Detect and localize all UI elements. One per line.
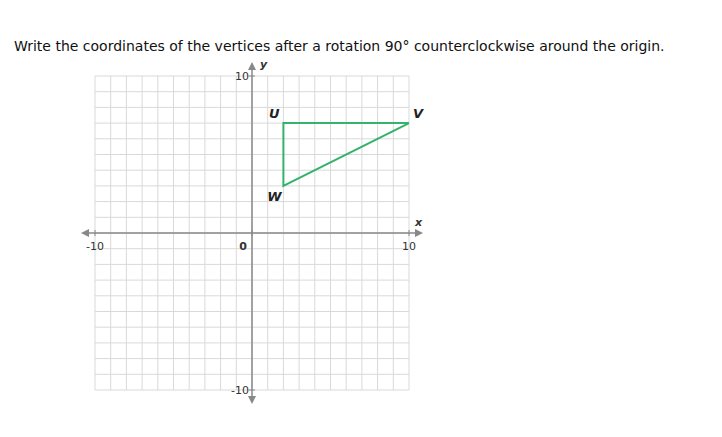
y-axis-label: y	[260, 58, 268, 71]
x-tick-label: 0	[239, 240, 247, 253]
vertex-label: W	[267, 189, 282, 204]
y-tick-label: -10	[231, 384, 249, 397]
grid-line	[95, 390, 409, 391]
y-tick-label: 10	[235, 70, 249, 83]
x-tick	[95, 230, 96, 236]
marks	[283, 123, 409, 186]
x-tick	[409, 230, 410, 236]
x-tick	[252, 230, 253, 236]
vertex-label: U	[269, 106, 280, 121]
arrow	[415, 229, 423, 237]
arrow	[248, 62, 256, 70]
arrow	[81, 229, 89, 237]
question: Write the coordinates of the vertices af…	[14, 38, 665, 54]
x-axis-label: x	[414, 216, 423, 229]
y-axis	[251, 66, 253, 400]
grid-line	[95, 76, 409, 77]
arrow	[248, 396, 256, 404]
coordinate-plane: -10 0 10 -10 10 x y U V W	[0, 0, 722, 437]
x-tick-label: 10	[402, 240, 416, 253]
y-tick	[249, 76, 255, 77]
triangle	[283, 123, 409, 186]
y-tick	[249, 390, 255, 391]
vertex-label: V	[413, 106, 424, 121]
x-tick-label: -10	[86, 240, 104, 253]
